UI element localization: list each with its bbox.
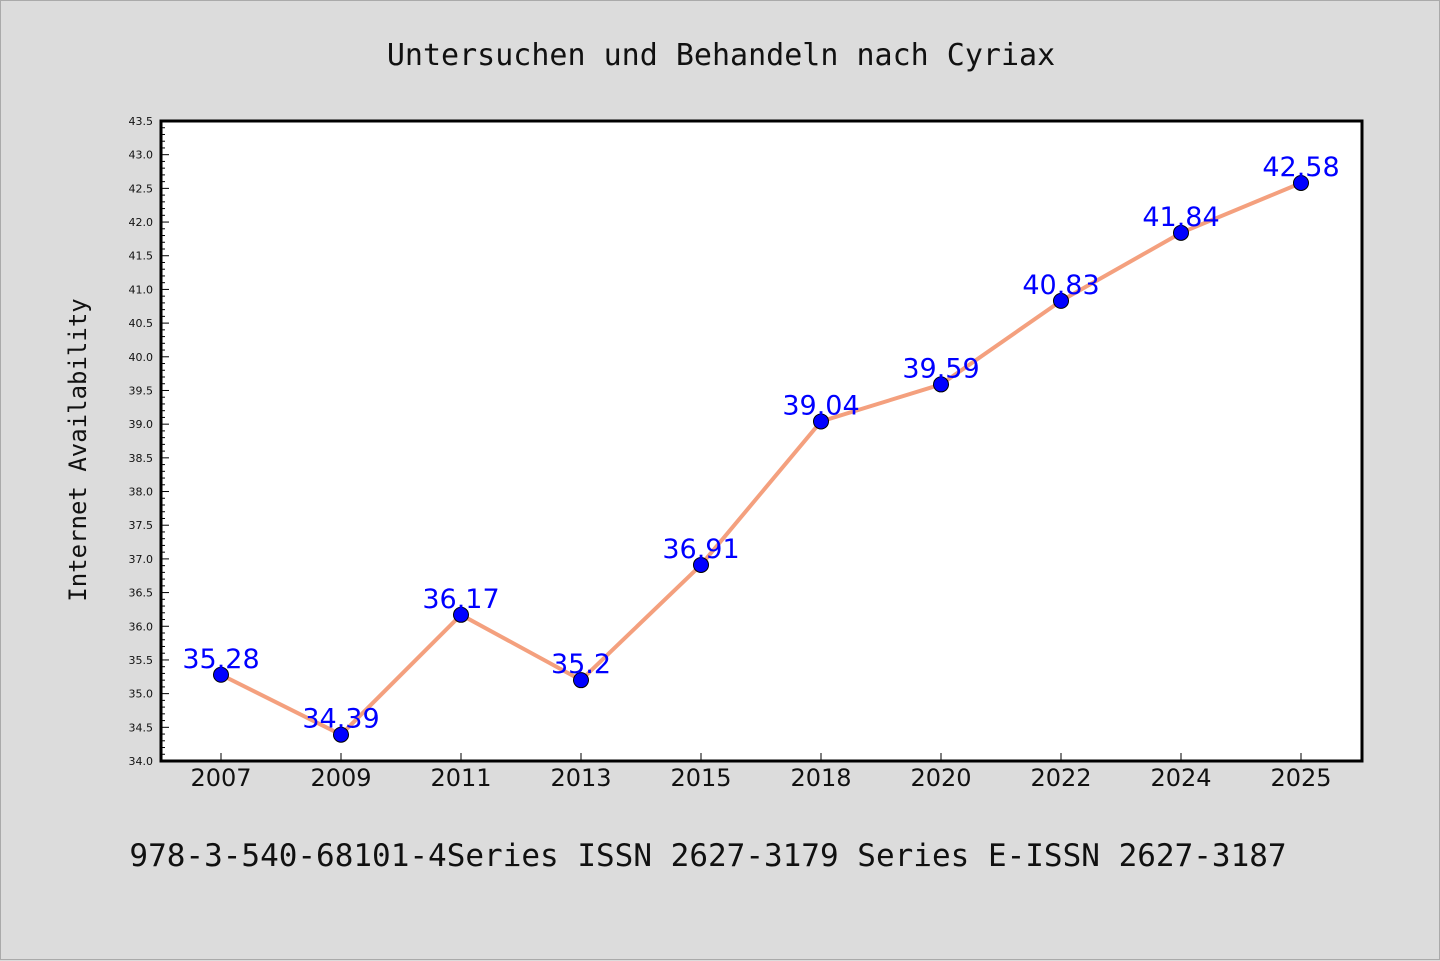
data-labels: 35.28 34.39 36.17 35.2 36.91 39.04 39.59 40.83 4…	[182, 152, 1339, 735]
data-point	[693, 556, 709, 573]
y-tick-label: 35.0	[129, 688, 154, 701]
data-point	[1293, 174, 1309, 191]
series-line	[220, 181, 1302, 737]
x-tick-label: 2025	[1270, 764, 1331, 792]
y-tick-label: 37.0	[129, 553, 154, 566]
y-tick-label: 35.5	[129, 654, 154, 667]
y-tick-label: 41.0	[129, 283, 154, 296]
chart-title: Untersuchen und Behandeln nach Cyriax	[387, 38, 1055, 73]
x-tick-label: 2015	[670, 764, 731, 792]
y-tick-label: 34.0	[129, 755, 154, 768]
y-axis: 34.0 34.5 35.0 35.5 36.0 36.5 37.0 37.5 38.0 38.5…	[129, 115, 169, 768]
y-tick-label: 34.5	[129, 721, 154, 734]
x-tick-label: 2009	[310, 764, 371, 792]
y-tick-label: 43.0	[129, 149, 154, 162]
data-markers	[213, 174, 1309, 743]
data-point	[933, 376, 949, 393]
y-tick-label: 37.5	[129, 519, 154, 532]
y-tick-label: 43.5	[129, 115, 154, 128]
x-tick-label: 2018	[790, 764, 851, 792]
data-point	[573, 672, 589, 689]
plot-area	[159, 119, 1364, 763]
data-point	[453, 606, 469, 623]
data-label: 35.2	[551, 649, 611, 680]
data-point	[213, 666, 229, 683]
data-label: 34.39	[302, 704, 379, 735]
y-tick-label: 40.0	[129, 351, 154, 364]
data-label: 40.83	[1022, 270, 1099, 301]
y-tick-label: 38.5	[129, 452, 154, 465]
y-axis-label: Internet Availability	[64, 298, 92, 601]
y-tick-label: 42.0	[129, 216, 154, 229]
x-tick-label: 2024	[1150, 764, 1211, 792]
data-point	[813, 413, 829, 430]
data-point	[1173, 224, 1189, 241]
data-label: 41.84	[1142, 202, 1219, 233]
data-label: 35.28	[182, 644, 259, 675]
data-point	[333, 726, 349, 743]
y-tick-label: 40.5	[129, 317, 154, 330]
data-label: 39.04	[782, 390, 859, 421]
x-tick-label: 2011	[430, 764, 491, 792]
x-tick-label: 2020	[910, 764, 971, 792]
y-tick-label: 39.0	[129, 418, 154, 431]
footer-text: 978-3-540-68101-4Series ISSN 2627-3179 S…	[129, 838, 1286, 874]
data-label: 39.59	[902, 353, 979, 384]
data-label: 36.17	[422, 584, 499, 615]
x-tick-label: 2007	[190, 764, 251, 792]
x-axis: 2007 2009 2011 2013 2015 2018 2020 2022 2024 2025	[190, 753, 1332, 792]
data-label: 42.58	[1262, 152, 1339, 183]
y-tick-label: 41.5	[129, 250, 154, 263]
x-tick-label: 2013	[550, 764, 611, 792]
y-tick-label: 38.0	[129, 486, 154, 499]
y-tick-label: 39.5	[129, 384, 154, 397]
data-label: 36.91	[662, 534, 739, 565]
y-tick-label: 42.5	[129, 182, 154, 195]
data-point	[1053, 292, 1069, 309]
y-tick-label: 36.0	[129, 620, 154, 633]
y-tick-label: 36.5	[129, 587, 154, 600]
x-tick-label: 2022	[1030, 764, 1091, 792]
